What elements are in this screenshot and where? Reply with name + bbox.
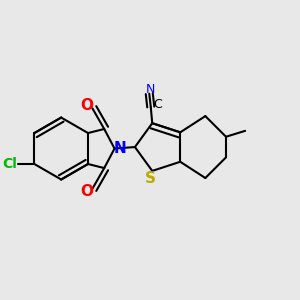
Text: O: O	[80, 98, 93, 113]
Text: O: O	[80, 184, 93, 199]
Text: S: S	[145, 171, 156, 186]
Text: N: N	[146, 83, 155, 96]
Text: N: N	[114, 141, 127, 156]
Text: Cl: Cl	[2, 157, 17, 171]
Text: C: C	[153, 98, 162, 110]
